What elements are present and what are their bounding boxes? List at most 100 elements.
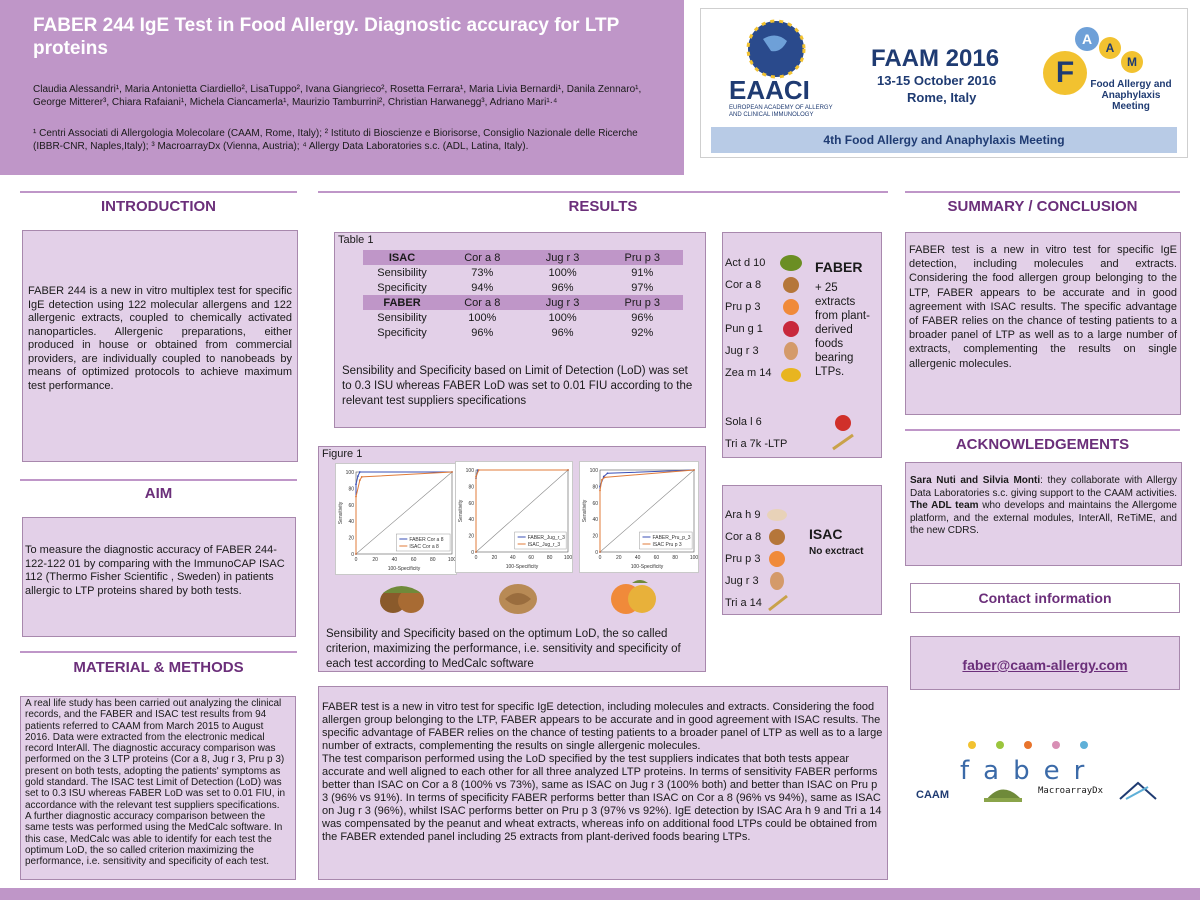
x-tick-label: 40	[510, 555, 516, 561]
roc-chart-pru-p-3: 0 20 40 60 80 100 0 20 40 60 80 100 100-Specificity S…	[579, 461, 699, 573]
list-item: Tri a 14	[725, 597, 762, 609]
tomato-wheat-icons	[832, 415, 854, 451]
faam-letter-a2: A	[1099, 37, 1121, 59]
discussion-text-2: The test comparison performed using the …	[322, 753, 882, 843]
peach-icon	[611, 580, 656, 614]
summary-box: FABER test is a new in vitro test for sp…	[905, 232, 1181, 415]
isac-food-list: Ara h 9 Cor a 8 Pru p 3 Jug r 3 Tri a 14	[725, 504, 762, 614]
roc-point	[475, 475, 477, 478]
faber-extra-list: Sola l 6 Tri a 7k -LTP	[725, 411, 787, 455]
acknowledgements-text: Sara Nuti and Silvia Monti: they collabo…	[910, 475, 1177, 536]
x-tick-label: 20	[616, 555, 622, 561]
legend-box	[639, 531, 693, 550]
y-axis-label: Sensitivity	[582, 499, 588, 522]
table-label: Table 1	[338, 234, 374, 246]
isac-panel-subtitle: No exctract	[809, 546, 864, 557]
logo-dots	[952, 736, 1152, 754]
list-item: Cor a 8	[725, 531, 762, 543]
summary-text: FABER test is a new in vitro test for sp…	[909, 244, 1177, 370]
logo-dot	[1080, 741, 1088, 749]
acknowledgements-heading: ACKNOWLEDGEMENTS	[955, 436, 1130, 453]
divider	[20, 479, 297, 481]
roc-point	[355, 495, 357, 498]
faber-food-list: Act d 10 Cor a 8 Pru p 3 Pun g 1 Jug r 3…	[725, 252, 805, 384]
x-tick-label: 0	[475, 555, 478, 561]
x-tick-label: 20	[492, 555, 498, 561]
x-tick-label: 60	[654, 555, 660, 561]
list-item: Cor a 8	[725, 279, 762, 291]
peach-icon	[769, 551, 785, 567]
roc-point	[599, 551, 601, 553]
legend-entry: FABER_Jug_r_3	[528, 535, 565, 541]
roc-point	[603, 476, 606, 479]
kiwi-icon	[780, 255, 802, 271]
footer-band	[0, 888, 1200, 900]
y-tick-label: 40	[348, 519, 354, 525]
faam-letter-a1: A	[1075, 27, 1099, 51]
contact-email-link[interactable]: faber@caam-allergy.com	[962, 657, 1128, 673]
roc-point	[357, 475, 359, 477]
plant-logo-icon	[984, 789, 1022, 802]
x-tick-label: 60	[411, 557, 417, 563]
y-tick-label: 60	[592, 501, 598, 507]
list-item: Sola l 6	[725, 416, 762, 428]
y-axis-label: Sensitivity	[338, 501, 344, 524]
email-box: faber@caam-allergy.com	[910, 636, 1180, 690]
x-axis-label: 100-Specificity	[631, 564, 664, 570]
list-item: Pru p 3	[725, 553, 761, 565]
figure-label: Figure 1	[322, 448, 363, 460]
table-row: Sensibility 73% 100% 91%	[377, 266, 654, 279]
y-tick-label: 20	[592, 534, 598, 540]
affiliations: ¹ Centri Associati di Allergologia Molec…	[33, 128, 638, 152]
aim-box: To measure the diagnostic accuracy of FA…	[22, 517, 296, 637]
y-tick-label: 0	[351, 552, 354, 558]
roc-point	[600, 478, 603, 481]
y-tick-label: 60	[468, 501, 474, 507]
roc-point	[451, 471, 453, 473]
roc-chart-jug-r-3: 0 20 40 60 80 100 0 20 40 60 80 100 100-Specificity S…	[455, 461, 573, 573]
list-item: Tri a 7k -LTP	[725, 438, 788, 450]
y-tick-label: 100	[346, 470, 355, 476]
roc-point	[355, 553, 357, 555]
walnut-icon	[499, 584, 537, 614]
conference-banner: EAACI EUROPEAN ACADEMY OF ALLERGY AND CL…	[700, 8, 1188, 158]
wheat-icon	[768, 594, 788, 612]
y-tick-label: 80	[592, 484, 598, 490]
isac-panel-title: ISAC	[809, 526, 843, 542]
x-tick-label: 100	[448, 557, 457, 563]
logo-dot	[968, 741, 976, 749]
list-item: Jug r 3	[725, 345, 759, 357]
methods-text: A real life study has been carried out a…	[25, 698, 286, 811]
roc-point	[358, 471, 361, 473]
peach-icon	[783, 299, 799, 315]
event-name: FAAM 2016	[871, 45, 1000, 72]
introduction-heading: INTRODUCTION	[101, 198, 216, 215]
table-row: Sensibility 100% 100% 96%	[377, 311, 654, 324]
list-item: Act d 10	[725, 257, 766, 269]
walnut-icon	[784, 342, 798, 360]
macroarray-logo: MacroarrayDx	[1038, 786, 1104, 796]
list-item: Ara h 9	[725, 509, 761, 521]
legend-box	[514, 531, 567, 550]
y-tick-label: 40	[592, 517, 598, 523]
diagonal-reference-line	[475, 469, 569, 553]
roc-point	[358, 479, 361, 482]
faam-letter-f: F	[1043, 51, 1087, 95]
poster-header: FABER 244 IgE Test in Food Allergy. Diag…	[0, 0, 684, 175]
results-heading: RESULTS	[568, 198, 638, 215]
roc-series-line	[475, 469, 568, 552]
wheat-icon	[832, 433, 854, 451]
author-list: Claudia Alessandri¹, Maria Antonietta Ci…	[33, 84, 642, 108]
globe-logo-icon	[746, 19, 806, 79]
results-table: ISAC Cor a 8 Jug r 3 Pru p 3 Sensibility…	[363, 250, 683, 340]
food-icons-column	[780, 255, 802, 382]
table-header-faber: FABER Cor a 8 Jug r 3 Pru p 3	[363, 295, 683, 310]
isac-food-panel: Ara h 9 Cor a 8 Pru p 3 Jug r 3 Tri a 14…	[722, 485, 882, 615]
list-item: Jug r 3	[725, 575, 759, 587]
logo-dot	[996, 741, 1004, 749]
x-tick-label: 0	[355, 557, 358, 563]
logo-dot	[1052, 741, 1060, 749]
y-tick-label: 20	[468, 534, 474, 540]
y-axis-label: Sensitivity	[458, 499, 464, 522]
list-item: Zea m 14	[725, 367, 772, 379]
